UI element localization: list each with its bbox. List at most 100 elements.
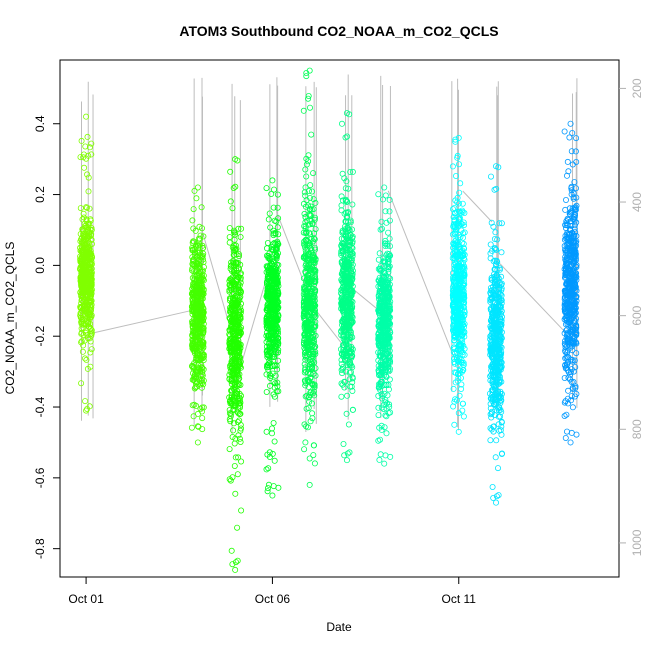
data-point (229, 433, 236, 440)
data-point (384, 256, 391, 263)
data-point (237, 410, 244, 417)
data-point (232, 381, 239, 388)
data-point (346, 449, 353, 456)
data-point (457, 215, 464, 222)
data-point (310, 452, 317, 459)
data-point (458, 385, 465, 392)
data-point (458, 275, 465, 282)
data-point (82, 255, 89, 262)
data-point (305, 278, 312, 285)
data-point (453, 397, 460, 404)
data-point (347, 360, 354, 367)
data-point (450, 301, 457, 308)
data-point (263, 245, 270, 252)
data-point (449, 163, 456, 170)
data-point (455, 234, 462, 241)
data-point (488, 276, 495, 283)
data-point (307, 371, 314, 378)
data-point (84, 234, 91, 241)
data-point (306, 455, 313, 462)
data-point (311, 236, 318, 243)
data-point (343, 110, 350, 117)
data-point (311, 338, 318, 345)
data-point (453, 354, 460, 361)
data-point (386, 252, 393, 259)
data-point (385, 386, 392, 393)
data-point (383, 293, 390, 300)
data-point (302, 356, 309, 363)
data-point (304, 300, 311, 307)
data-point (459, 400, 466, 407)
data-point (301, 446, 308, 453)
data-point (340, 240, 347, 247)
data-point (81, 234, 88, 241)
data-point (88, 265, 95, 272)
data-point (495, 413, 502, 420)
data-point (345, 238, 352, 245)
data-point (308, 343, 315, 350)
data-point (227, 265, 234, 272)
data-point (347, 270, 354, 277)
data-point (346, 369, 353, 376)
data-point (303, 256, 310, 263)
data-point (493, 246, 500, 253)
data-point (228, 286, 235, 293)
data-point (339, 298, 346, 305)
data-point (380, 354, 387, 361)
data-point (77, 263, 84, 270)
data-point (308, 380, 315, 387)
data-point (228, 360, 235, 367)
data-point (375, 362, 382, 369)
data-point (303, 276, 310, 283)
data-point (269, 492, 276, 499)
data-point (339, 170, 346, 177)
data-point (264, 485, 271, 492)
data-point (194, 184, 201, 191)
data-point (452, 228, 459, 235)
data-point (190, 376, 197, 383)
data-point (487, 345, 494, 352)
data-point (385, 266, 392, 273)
data-point (227, 339, 234, 346)
data-point (78, 329, 85, 336)
data-point (232, 378, 239, 385)
data-point (301, 421, 308, 428)
data-point (232, 454, 239, 461)
data-point (229, 370, 236, 377)
data-point (457, 330, 464, 337)
data-point (343, 338, 350, 345)
data-point (376, 456, 383, 463)
data-point (189, 320, 196, 327)
data-point (236, 435, 243, 442)
data-point (310, 301, 317, 308)
data-point (193, 285, 200, 292)
data-point (270, 227, 277, 234)
data-point (269, 311, 276, 318)
data-point (488, 219, 495, 226)
data-point (384, 315, 391, 322)
data-point (274, 325, 281, 332)
data-point (238, 225, 245, 232)
data-point (306, 336, 313, 343)
data-point (84, 204, 91, 211)
data-point (378, 404, 385, 411)
data-point (452, 172, 459, 179)
data-point (230, 319, 237, 326)
data-point (300, 286, 307, 293)
data-point (460, 413, 467, 420)
data-point (490, 223, 497, 230)
data-point (381, 382, 388, 389)
data-point (191, 360, 198, 367)
data-point (199, 415, 206, 422)
data-point (82, 271, 89, 278)
data-point (267, 224, 274, 231)
data-point (194, 325, 201, 332)
data-point (455, 357, 462, 364)
data-point (229, 312, 236, 319)
data-point (265, 481, 272, 488)
data-point (308, 247, 315, 254)
data-point (338, 207, 345, 214)
data-point (451, 334, 458, 341)
data-point (304, 424, 311, 431)
